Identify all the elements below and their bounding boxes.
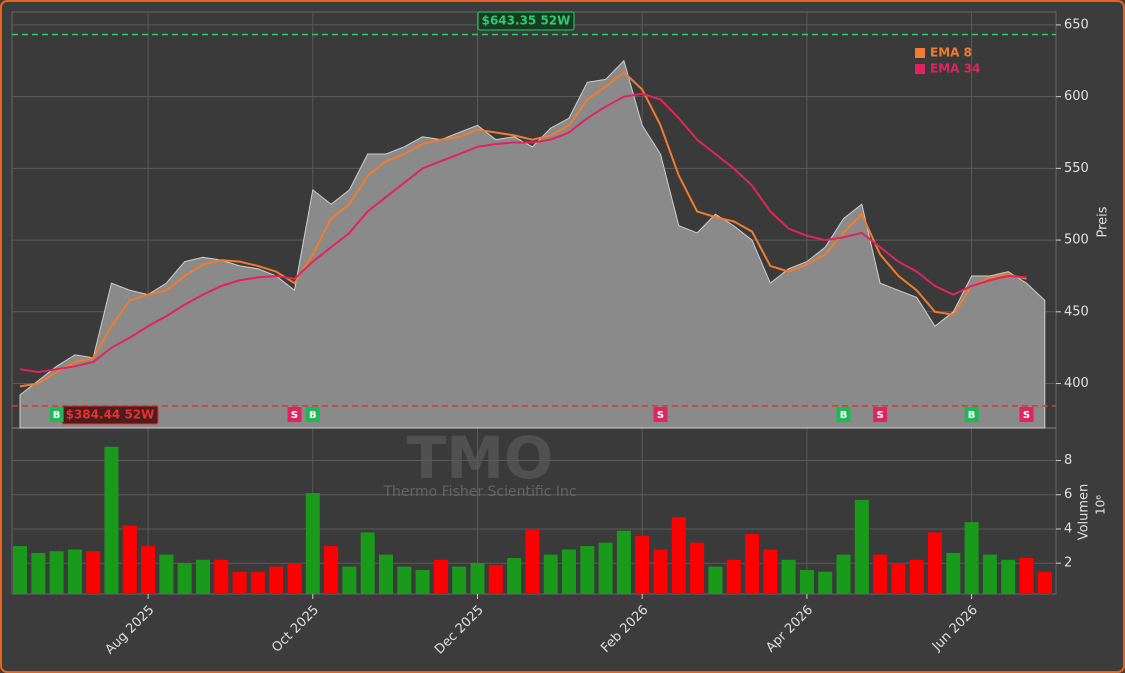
y-tick-label: 4 [1064,521,1072,536]
volume-bar [250,571,265,594]
volume-bar [836,554,851,594]
volume-bar [232,571,247,594]
volume-bar [86,551,101,594]
signal-box [1019,407,1034,422]
ema-line [19,70,1027,388]
volume-bar [964,522,979,594]
legend-swatch [915,48,925,58]
signal-box [873,407,888,422]
volume-bar [873,554,888,594]
y-tick-label: 2 [1064,556,1072,571]
volume-bar [13,546,27,594]
volume-bar [177,563,192,594]
y-tick-label: 400 [1064,376,1089,391]
volume-bar [31,552,46,594]
volume-bar [708,566,723,594]
signal-label: B [840,410,848,421]
volume-bar [891,563,906,594]
y-tick-label: 500 [1064,233,1089,248]
volume-bar [598,542,613,594]
y-tick-label: 450 [1064,304,1089,319]
signal-label: S [1023,410,1030,421]
volume-bar [690,542,705,594]
volume-bar [580,546,595,594]
signal-label: B [309,410,317,421]
volume-bar [799,570,814,594]
volume-bar [305,493,320,594]
y-tick-label: 650 [1064,17,1089,32]
signal-box [305,407,320,422]
volume-bar [616,530,631,594]
volume-bar [1037,571,1052,594]
volume-bar [287,563,302,594]
volume-bar [928,532,942,594]
volume-bar [342,566,357,594]
signal-box [49,407,64,422]
y-tick-label: 6 [1064,487,1072,502]
volume-bar [141,546,156,594]
volume-bar [159,554,174,594]
52w-label-box [477,11,575,31]
volume-bar [781,559,796,594]
volume-bar [982,554,997,594]
volume-bar [909,559,924,594]
52w-label: $384.44 52W [66,408,155,422]
volume-bar [415,570,430,594]
volume-bar [562,549,576,594]
volume-bar [507,558,522,594]
signal-label: B [53,410,61,421]
y-tick-label: 550 [1064,161,1089,176]
volume-bar [671,516,686,594]
signal-box [836,407,851,422]
volume-bar [726,559,741,594]
volume-bar [946,552,961,594]
signal-label: B [968,410,976,421]
signal-label: S [657,410,664,421]
volume-bar [635,535,650,594]
volume-bar [543,554,558,594]
volume-bar [360,532,375,594]
signal-label: S [291,410,298,421]
volume-bar [763,549,778,594]
volume-bar [214,559,229,594]
volume-exponent: 10⁶ [1094,495,1108,515]
volume-bar [470,563,485,594]
volume-bar [653,549,668,594]
volume-bar [452,566,467,594]
volume-bar [818,571,833,594]
volume-bar [854,499,869,594]
legend-label: EMA 8 [930,46,972,60]
52w-label: $643.35 52W [482,14,571,28]
volume-bar [49,551,64,594]
legend-label: EMA 34 [930,62,980,76]
volume-bar [397,566,412,594]
volume-bar [1019,558,1034,594]
volume-bar [745,534,759,594]
y-tick-label: 8 [1064,453,1072,468]
signal-label: S [876,410,883,421]
signal-box [653,407,668,422]
ticker-watermark: TMO [407,424,554,492]
volume-axis-label: Volumen [1077,484,1092,541]
legend-swatch [915,64,925,74]
volume-bar [525,528,540,594]
ema-line [19,92,1027,374]
volume-bar [122,525,137,594]
volume-bar [488,564,503,594]
y-axis-label: Preis [1096,206,1111,237]
signal-box [287,407,302,422]
volume-bar [269,566,284,594]
volume-bar [379,554,393,594]
volume-bar [196,559,210,594]
company-watermark: Thermo Fisher Scientific Inc [382,484,576,500]
volume-bar [1001,559,1016,594]
signal-box [964,407,979,422]
volume-bar [104,446,119,594]
volume-bar [433,559,448,594]
volume-bar [67,549,82,594]
y-tick-label: 600 [1064,89,1089,104]
volume-bar [324,546,339,594]
